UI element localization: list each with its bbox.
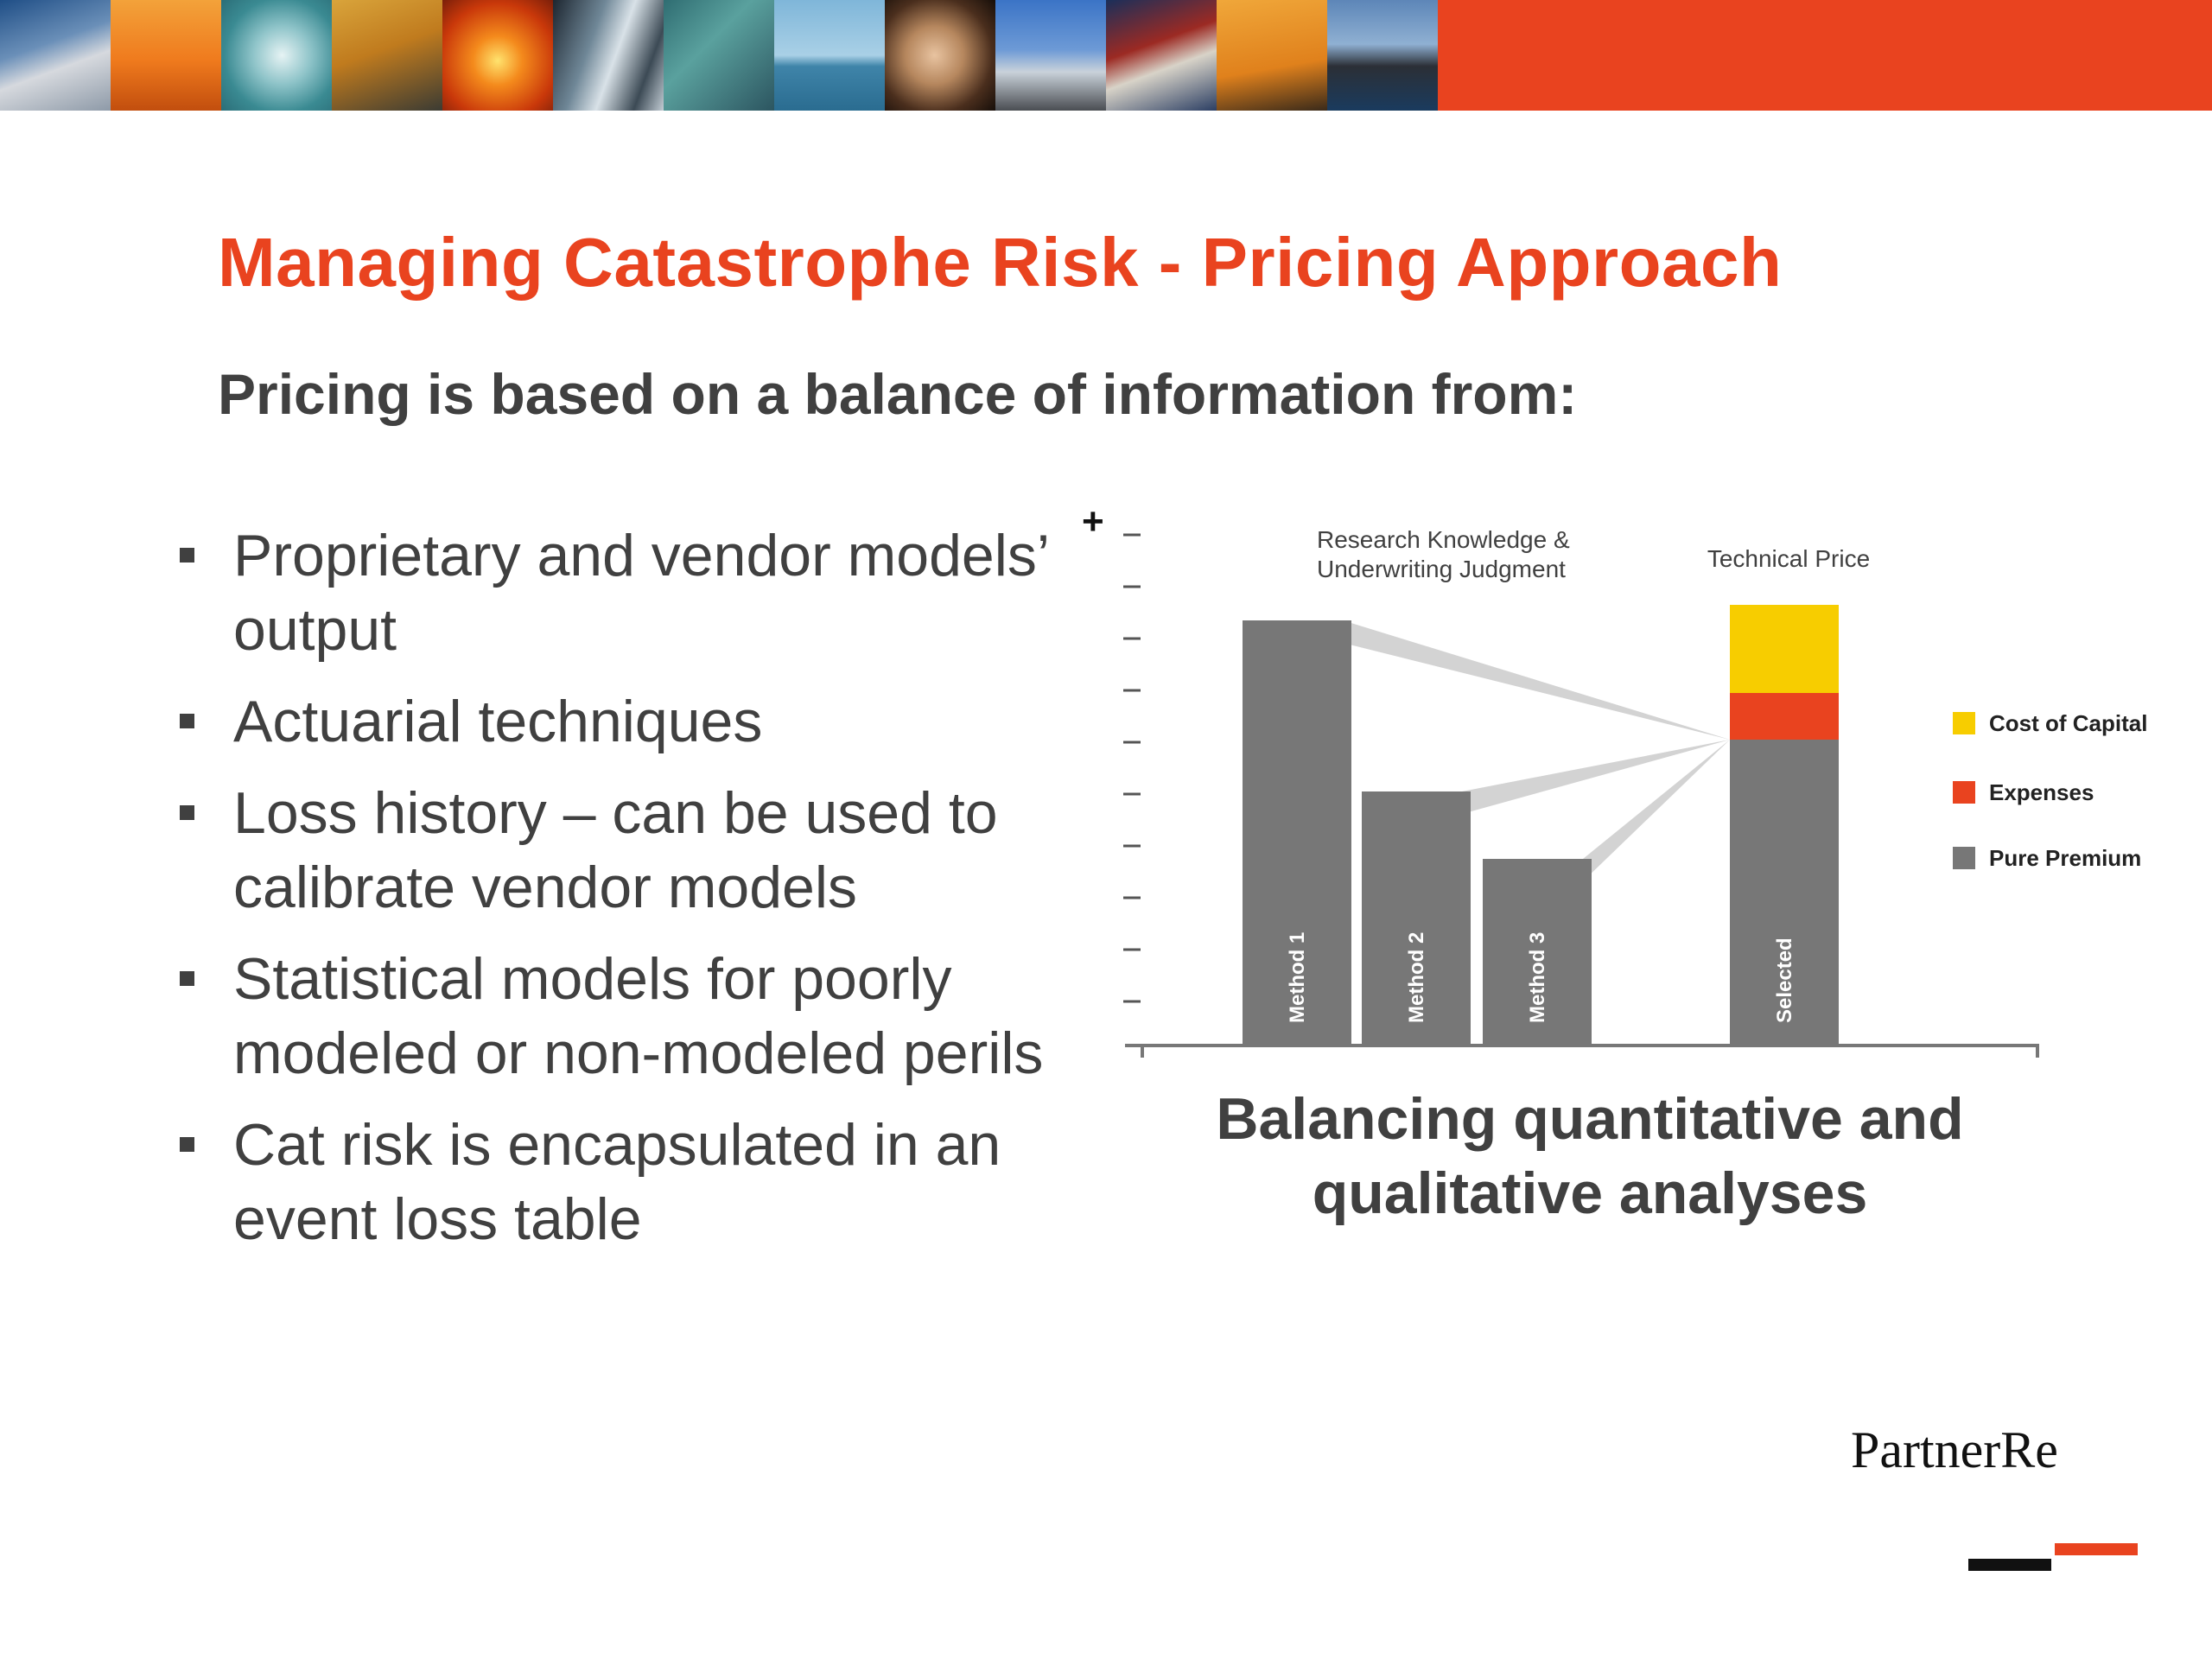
bar-labels-group: Method 1 Method 2 Method 3 Selected [1286, 932, 1796, 1023]
bar-selected-pure-premium [1730, 740, 1839, 1046]
bullet-text: Loss history – can be used to calibrate … [233, 780, 998, 920]
pricing-chart: + Method 1 Method 2 Method 3 Selected Resea… [1082, 510, 2147, 1058]
square-bullet-icon [180, 548, 194, 563]
connector-wedge [1462, 740, 1730, 814]
photo-banner [0, 0, 2212, 111]
legend-label-pure-premium: Pure Premium [1989, 845, 2141, 871]
bullet-text: Statistical models for poorly modeled or… [233, 946, 1044, 1086]
bar-method-3-pure-premium [1483, 859, 1592, 1046]
bullet-text: Cat risk is encapsulated in an event los… [233, 1112, 1001, 1252]
banner-photo-industrial-tanks [0, 0, 111, 111]
banner-photo-brain-scan [885, 0, 995, 111]
bullet-item: Actuarial techniques [173, 684, 1089, 759]
banner-photo-crane [1217, 0, 1327, 111]
chart-caption: Balancing quantitative and qualitative a… [1216, 1086, 1964, 1226]
bullet-item: Statistical models for poorly modeled or… [173, 942, 1089, 1090]
banner-photo-cargo-ship [1327, 0, 1438, 111]
bullet-item: Proprietary and vendor models’ output [173, 518, 1089, 667]
legend-swatch-expenses [1953, 781, 1975, 804]
banner-accent-bar [1438, 0, 2212, 111]
bars-group [1243, 605, 1839, 1046]
annotation-research-knowledge: Research Knowledge & Underwriting Judgmen… [1317, 526, 1570, 582]
banner-photo-hurricane [221, 0, 332, 111]
bar-selected-cost-of-capital [1730, 605, 1839, 693]
bar-method-2-pure-premium [1362, 791, 1471, 1046]
legend-swatch-cost-of-capital [1953, 712, 1975, 734]
connector-wedge [1343, 620, 1730, 740]
banner-photo-skyscrapers [553, 0, 664, 111]
square-bullet-icon [180, 805, 194, 820]
annotation-technical-price: Technical Price [1707, 545, 1870, 572]
square-bullet-icon [180, 1137, 194, 1152]
slide-subtitle: Pricing is based on a balance of informa… [218, 362, 1578, 426]
banner-photo-ocean [774, 0, 885, 111]
banner-photo-wires-sunset [442, 0, 553, 111]
connector-wedge [1583, 740, 1730, 881]
legend-label-cost-of-capital: Cost of Capital [1989, 710, 2147, 736]
banner-photo-airplane-sunset [111, 0, 221, 111]
legend-label-expenses: Expenses [1989, 779, 2094, 805]
bar-selected-expenses [1730, 693, 1839, 740]
bullet-item: Loss history – can be used to calibrate … [173, 776, 1089, 925]
bar-label-method-3: Method 3 [1526, 932, 1549, 1023]
bullet-text: Actuarial techniques [233, 689, 763, 754]
bullet-text: Proprietary and vendor models’ output [233, 523, 1048, 663]
bullet-list: Proprietary and vendor models’ output Ac… [173, 518, 1089, 1274]
judgment-connectors [1343, 620, 1730, 881]
banner-photo-surveyor [332, 0, 442, 111]
square-bullet-icon [180, 971, 194, 986]
banner-photo-data-grid [664, 0, 774, 111]
bar-label-method-1: Method 1 [1286, 932, 1309, 1023]
banner-photo-city-lights [1106, 0, 1217, 111]
bullet-item: Cat risk is encapsulated in an event los… [173, 1108, 1089, 1256]
square-bullet-icon [180, 714, 194, 728]
bar-label-method-2: Method 2 [1405, 932, 1428, 1023]
partnerre-logo: PartnerRe [1851, 1421, 2058, 1478]
slide-title: Managing Catastrophe Risk - Pricing Appr… [218, 224, 1783, 301]
logo-mark-icon [1968, 1543, 2138, 1571]
bar-method-1-pure-premium [1243, 620, 1351, 1046]
y-axis-plus-marker: + [1082, 510, 1104, 543]
bar-label-selected: Selected [1773, 938, 1796, 1023]
banner-photo-refinery [995, 0, 1106, 111]
legend-swatch-pure-premium [1953, 847, 1975, 869]
chart-legend: Cost of Capital Expenses Pure Premium [1953, 710, 2147, 871]
y-axis-ticks [1123, 533, 1141, 1003]
